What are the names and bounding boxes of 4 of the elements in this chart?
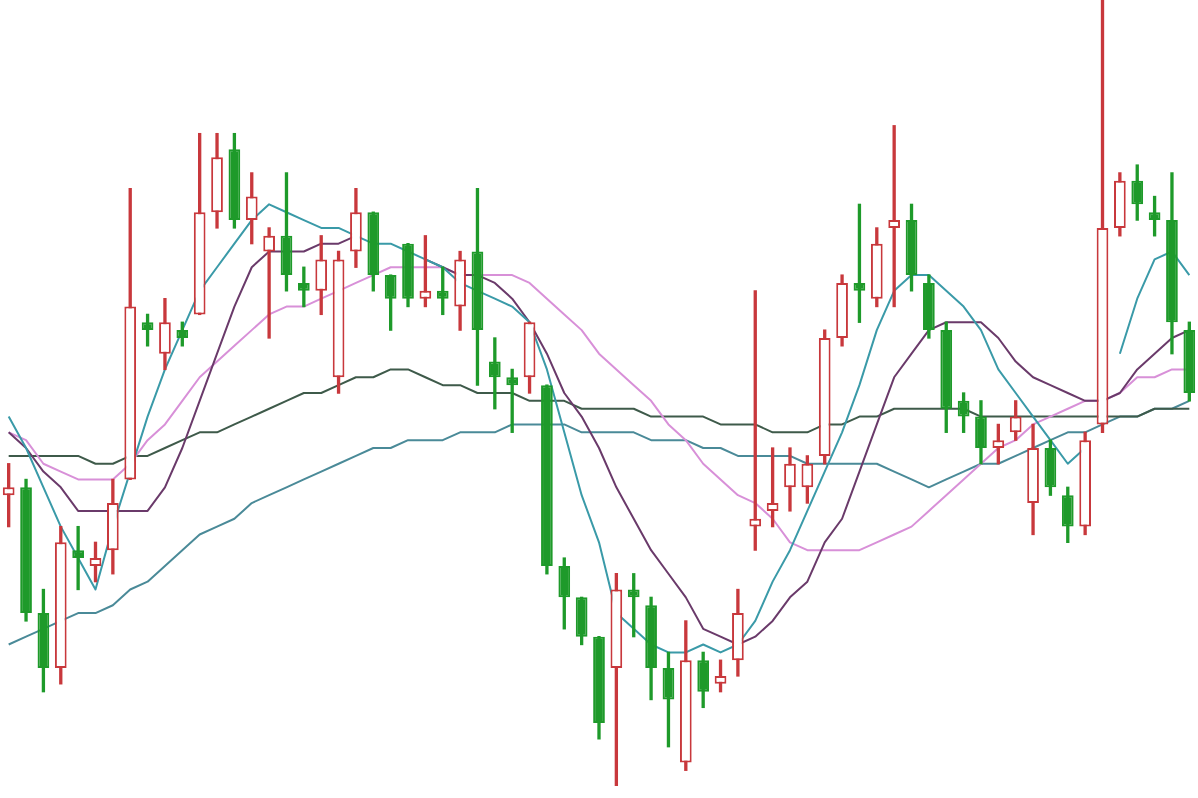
candlestick bbox=[72, 525, 84, 591]
candlestick bbox=[888, 125, 901, 308]
candlestick bbox=[263, 227, 275, 339]
candlestick bbox=[297, 266, 310, 308]
